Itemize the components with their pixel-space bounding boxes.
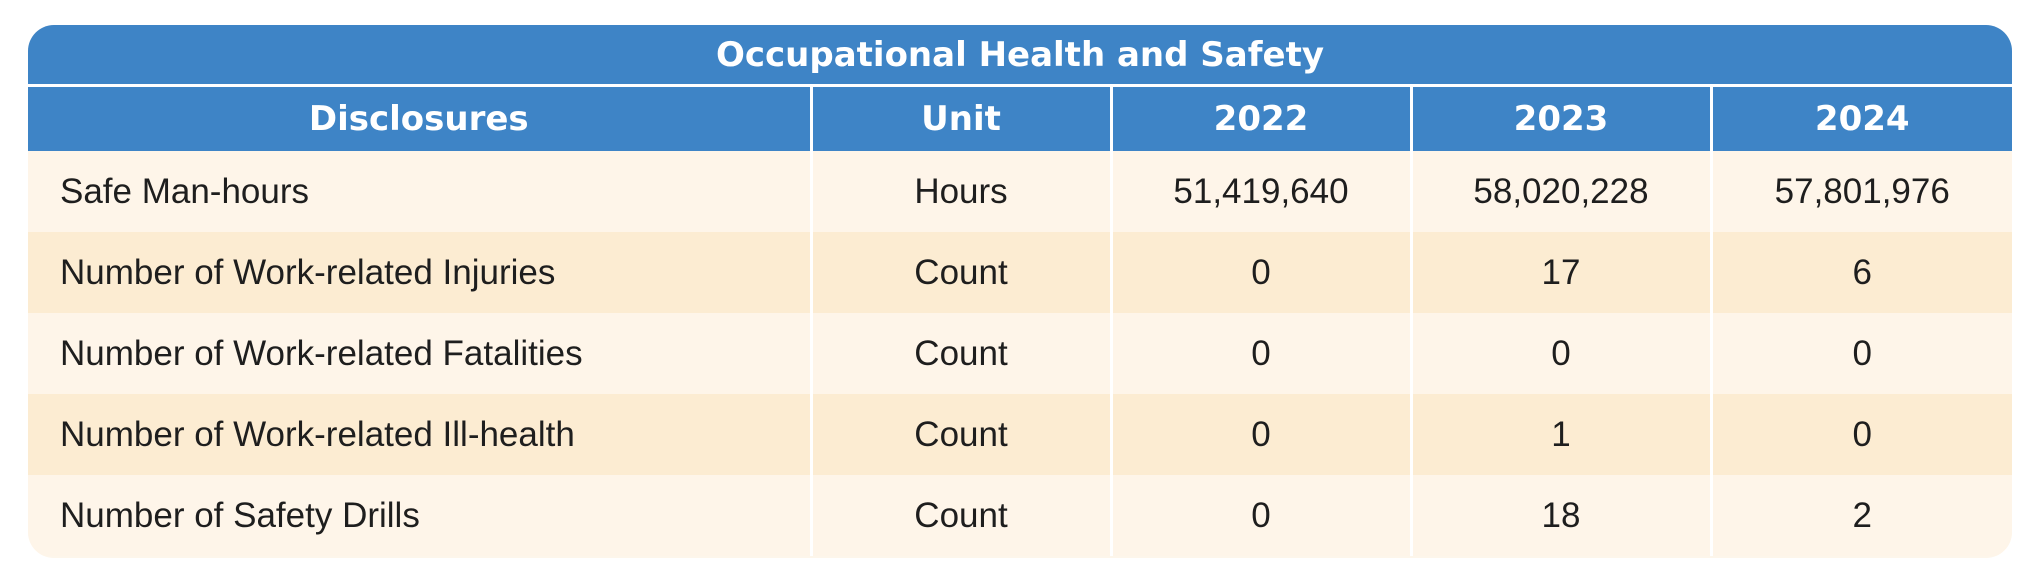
row-unit: Count	[809, 394, 1111, 475]
row-value-2022: 0	[1109, 313, 1411, 394]
row-unit: Count	[809, 313, 1111, 394]
table-title: Occupational Health and Safety	[28, 25, 2012, 87]
table-row: Number of Safety Drills Count 0 18 2	[28, 475, 2012, 556]
table-row: Safe Man-hours Hours 51,419,640 58,020,2…	[28, 151, 2012, 232]
row-value-2024: 0	[1709, 313, 2012, 394]
row-unit: Count	[809, 475, 1111, 556]
row-value-2022: 0	[1109, 232, 1411, 313]
row-disclosure: Number of Work-related Fatalities	[28, 313, 811, 394]
row-value-2023: 17	[1409, 232, 1711, 313]
row-value-2022: 0	[1109, 394, 1411, 475]
row-value-2023: 18	[1409, 475, 1711, 556]
row-value-2023: 0	[1409, 313, 1711, 394]
ohs-table-card: Occupational Health and Safety Disclosur…	[28, 25, 2012, 558]
header-disclosures: Disclosures	[28, 87, 811, 151]
row-disclosure: Number of Work-related Injuries	[28, 232, 811, 313]
header-row: Disclosures Unit 2022 2023 2024	[28, 87, 2012, 151]
row-disclosure: Number of Work-related Ill-health	[28, 394, 811, 475]
row-disclosure: Number of Safety Drills	[28, 475, 811, 556]
row-value-2024: 57,801,976	[1709, 151, 2012, 232]
ohs-data-table: Disclosures Unit 2022 2023 2024 Safe Man…	[28, 87, 2012, 556]
row-disclosure: Safe Man-hours	[28, 151, 811, 232]
header-2023: 2023	[1409, 87, 1711, 151]
row-value-2023: 1	[1409, 394, 1711, 475]
table-row: Number of Work-related Injuries Count 0 …	[28, 232, 2012, 313]
header-2022: 2022	[1109, 87, 1411, 151]
table-row: Number of Work-related Ill-health Count …	[28, 394, 2012, 475]
row-value-2024: 0	[1709, 394, 2012, 475]
table-row: Number of Work-related Fatalities Count …	[28, 313, 2012, 394]
row-unit: Hours	[809, 151, 1111, 232]
row-value-2022: 51,419,640	[1109, 151, 1411, 232]
header-2024: 2024	[1709, 87, 2012, 151]
row-value-2022: 0	[1109, 475, 1411, 556]
row-unit: Count	[809, 232, 1111, 313]
header-unit: Unit	[809, 87, 1111, 151]
row-value-2024: 6	[1709, 232, 2012, 313]
row-value-2023: 58,020,228	[1409, 151, 1711, 232]
row-value-2024: 2	[1709, 475, 2012, 556]
